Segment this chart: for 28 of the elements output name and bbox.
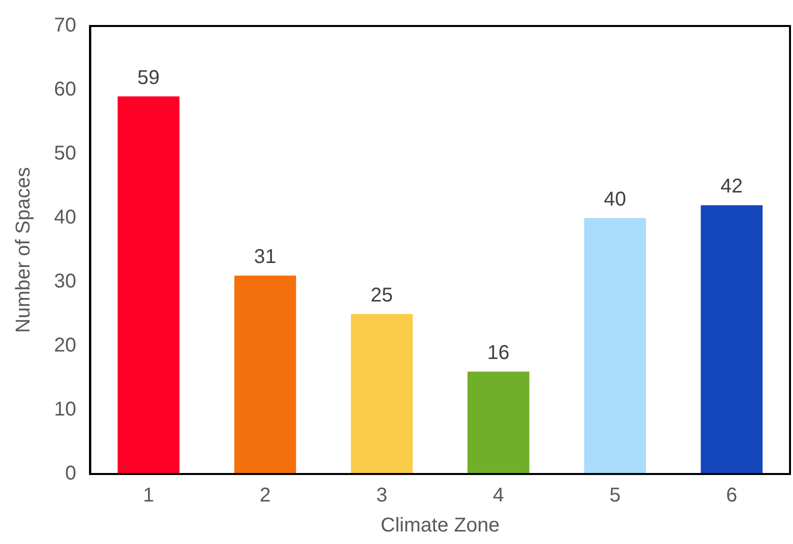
bar xyxy=(468,372,530,474)
data-label: 59 xyxy=(137,66,160,89)
y-tick-label: 30 xyxy=(54,270,76,293)
y-tick-label: 20 xyxy=(54,334,76,357)
x-tick-label: 5 xyxy=(610,484,621,507)
x-tick-label: 2 xyxy=(260,484,271,507)
bar xyxy=(584,218,646,474)
x-tick-label: 3 xyxy=(376,484,388,507)
y-tick-label: 70 xyxy=(54,14,76,37)
data-label: 40 xyxy=(604,188,626,211)
bar xyxy=(118,96,180,474)
data-label: 42 xyxy=(720,176,743,198)
y-tick-label: 40 xyxy=(54,206,76,229)
data-label: 16 xyxy=(487,342,510,364)
x-axis-title: Climate Zone xyxy=(380,514,500,537)
y-tick-label: 10 xyxy=(54,398,76,421)
bar xyxy=(350,314,413,474)
y-tick-label: 60 xyxy=(54,78,76,101)
data-label: 25 xyxy=(370,284,393,307)
x-tick-label: 6 xyxy=(726,484,738,507)
y-tick-label: 50 xyxy=(54,142,76,165)
x-tick-label: 1 xyxy=(142,484,154,507)
bar xyxy=(234,276,296,474)
data-label: 31 xyxy=(254,246,276,268)
y-axis-title: Number of Spaces xyxy=(12,167,35,333)
bar xyxy=(700,205,763,474)
y-tick-label: 0 xyxy=(65,462,76,485)
x-tick-label: 4 xyxy=(492,484,504,507)
